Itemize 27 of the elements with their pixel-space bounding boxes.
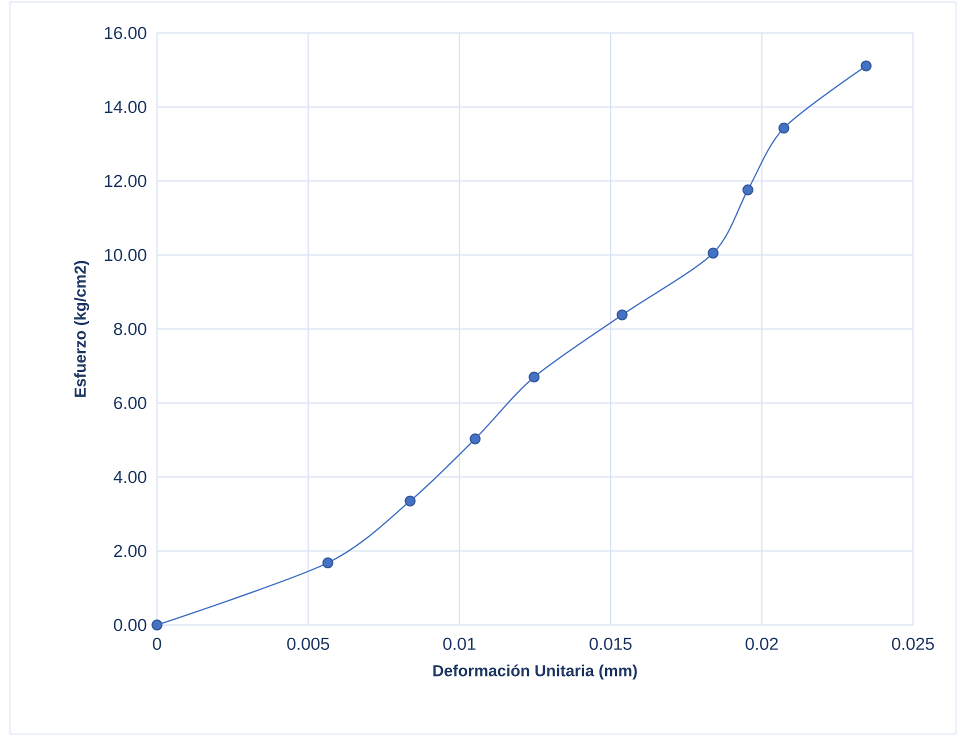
x-tick-label: 0.005: [287, 638, 330, 650]
y-tick-label: 14.00: [104, 100, 146, 114]
y-tick-label: 2.00: [114, 544, 146, 558]
x-tick-label: 0.025: [892, 638, 934, 650]
y-tick-label: 6.00: [114, 396, 146, 410]
y-tick-label: 16.00: [104, 26, 146, 40]
point: [470, 433, 481, 444]
point: [404, 496, 416, 507]
x-tick-label: 0.01: [443, 638, 476, 650]
y-tick-label: 8.00: [114, 322, 146, 336]
point: [778, 122, 790, 134]
x-tick-label: 0.015: [590, 638, 632, 650]
y-tick-label: 10.00: [104, 248, 146, 262]
x-axis-title: Deformación Unitaria (mm): [433, 664, 637, 680]
y-tick-label: 12.00: [104, 174, 146, 188]
point: [616, 309, 628, 320]
point: [152, 620, 162, 630]
y-tick-label: 0.00: [114, 618, 146, 632]
y-tick-label: 4.00: [114, 470, 146, 484]
point: [708, 248, 719, 259]
y-axis-title: Esfuerzo (kg/cm2): [74, 260, 90, 397]
point: [860, 60, 872, 72]
point: [322, 557, 334, 568]
point: [742, 184, 754, 196]
x-tick-label: 0.02: [746, 638, 778, 650]
x-tick-label: 0: [152, 638, 162, 650]
point: [528, 372, 540, 383]
